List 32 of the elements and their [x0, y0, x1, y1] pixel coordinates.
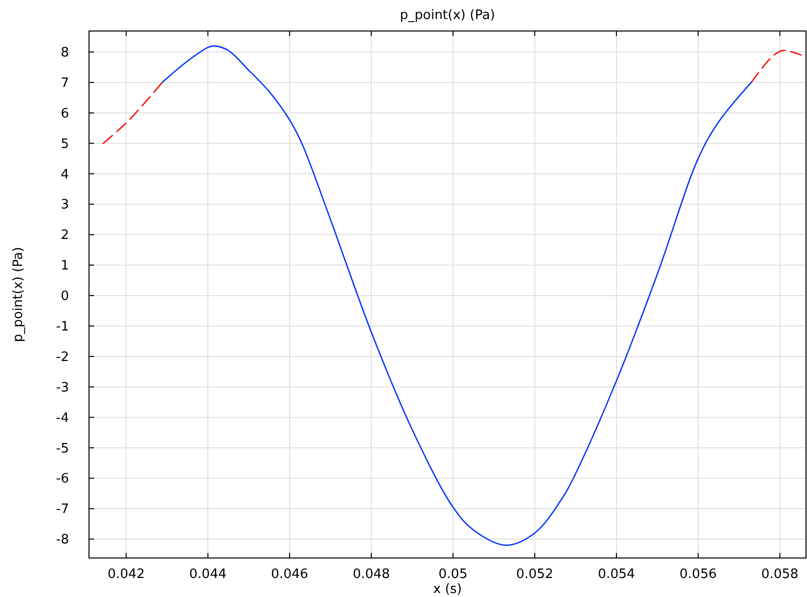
y-tick-label: -7	[56, 502, 69, 518]
y-tick-label: 1	[60, 258, 69, 274]
x-tick-label: 0.044	[189, 567, 226, 582]
y-tick-label: 5	[60, 136, 69, 152]
y-tick-label: -3	[56, 380, 69, 396]
x-tick-label: 0.046	[270, 567, 308, 582]
x-axis-title: x (s)	[433, 582, 462, 597]
y-tick-label: 8	[60, 46, 69, 61]
y-tick-label: 6	[60, 106, 69, 122]
x-tick-label: 0.058	[761, 567, 798, 582]
x-tick-label: 0.056	[680, 567, 717, 582]
y-tick-label: -1	[56, 320, 69, 335]
chart-title: p_point(x) (Pa)	[400, 8, 496, 23]
line-series	[161, 45, 752, 546]
y-tick-label: -8	[56, 532, 69, 548]
y-tick-label: 2	[60, 228, 69, 244]
y-tick-label: -2	[56, 350, 69, 365]
x-tick-label: 0.052	[516, 567, 554, 582]
y-tick-label: 0	[60, 289, 69, 304]
y-tick-label: -4	[56, 410, 69, 426]
y-axis-title: p_point(x) (Pa)	[11, 246, 26, 342]
x-tick-label: 0.054	[598, 567, 636, 582]
y-tick-label: 4	[60, 167, 69, 182]
y-tick-label: 3	[60, 198, 69, 213]
x-tick-label: 0.042	[108, 567, 145, 582]
y-tick-label: 7	[60, 76, 69, 91]
y-tick-label: -5	[56, 441, 69, 456]
line-series	[750, 50, 802, 84]
x-tick-label: 0.048	[352, 567, 390, 582]
x-tick-label: 0.05	[438, 567, 468, 582]
y-tick-label: -6	[56, 472, 69, 487]
line-series	[102, 82, 163, 144]
